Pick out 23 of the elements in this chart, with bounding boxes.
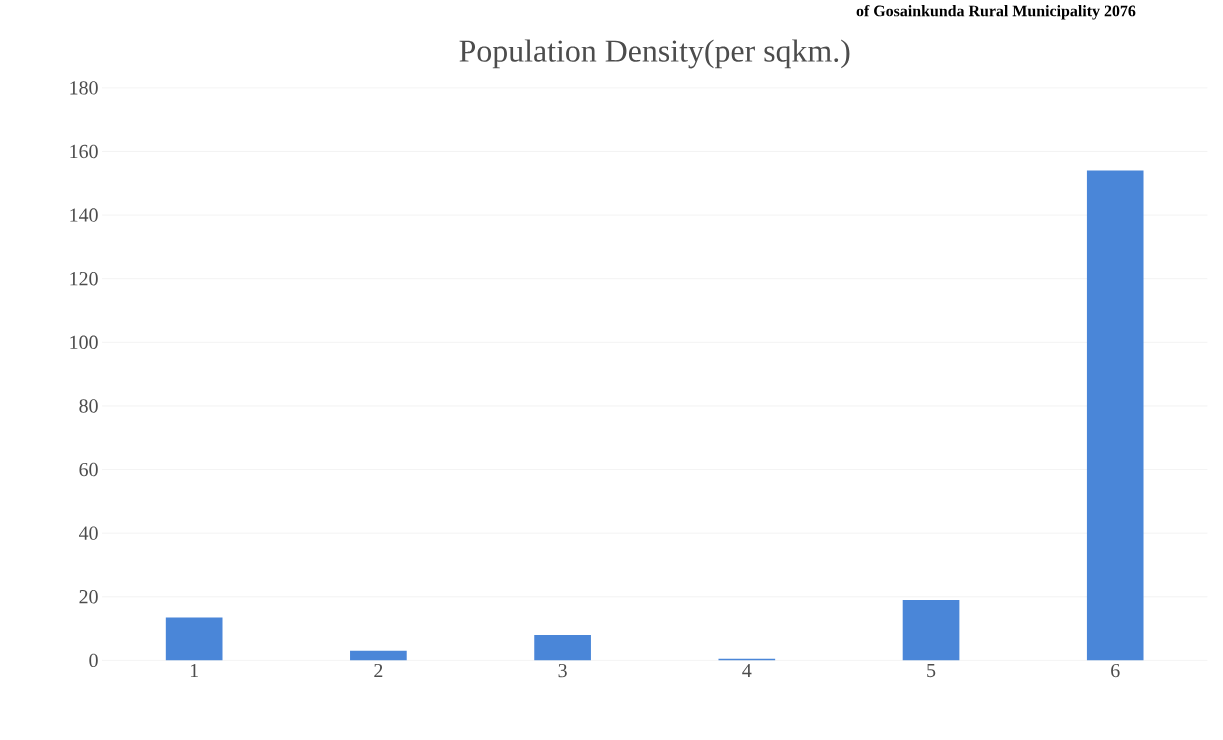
bar (534, 635, 591, 661)
y-tick-label: 180 (70, 81, 98, 95)
x-tick-label: 1 (190, 664, 198, 678)
chart-title: Population Density(per sqkm.) (459, 39, 850, 69)
x-tick-label: 2 (374, 664, 383, 678)
y-tick-label: 100 (70, 335, 98, 350)
x-tick-label: 4 (742, 664, 752, 678)
bar (1086, 170, 1144, 661)
y-tick-label: 140 (70, 208, 98, 222)
bar (165, 617, 223, 661)
y-tick-label: 80 (79, 399, 98, 413)
y-tick-label: 0 (89, 653, 98, 668)
y-tick-label: 40 (78, 526, 98, 540)
y-tick-label: 160 (70, 144, 98, 159)
text: of Gosainkunda Rural Municipality 2076 (856, 5, 1136, 20)
x-tick-label: 5 (927, 664, 936, 678)
y-tick-label: 20 (79, 590, 98, 604)
bar (350, 650, 407, 661)
x-tick-label: 3 (558, 664, 567, 678)
bar (902, 600, 960, 661)
y-tick-label: 120 (70, 272, 98, 286)
x-tick-label: 6 (1111, 664, 1120, 678)
y-tick-label: 60 (79, 462, 98, 477)
